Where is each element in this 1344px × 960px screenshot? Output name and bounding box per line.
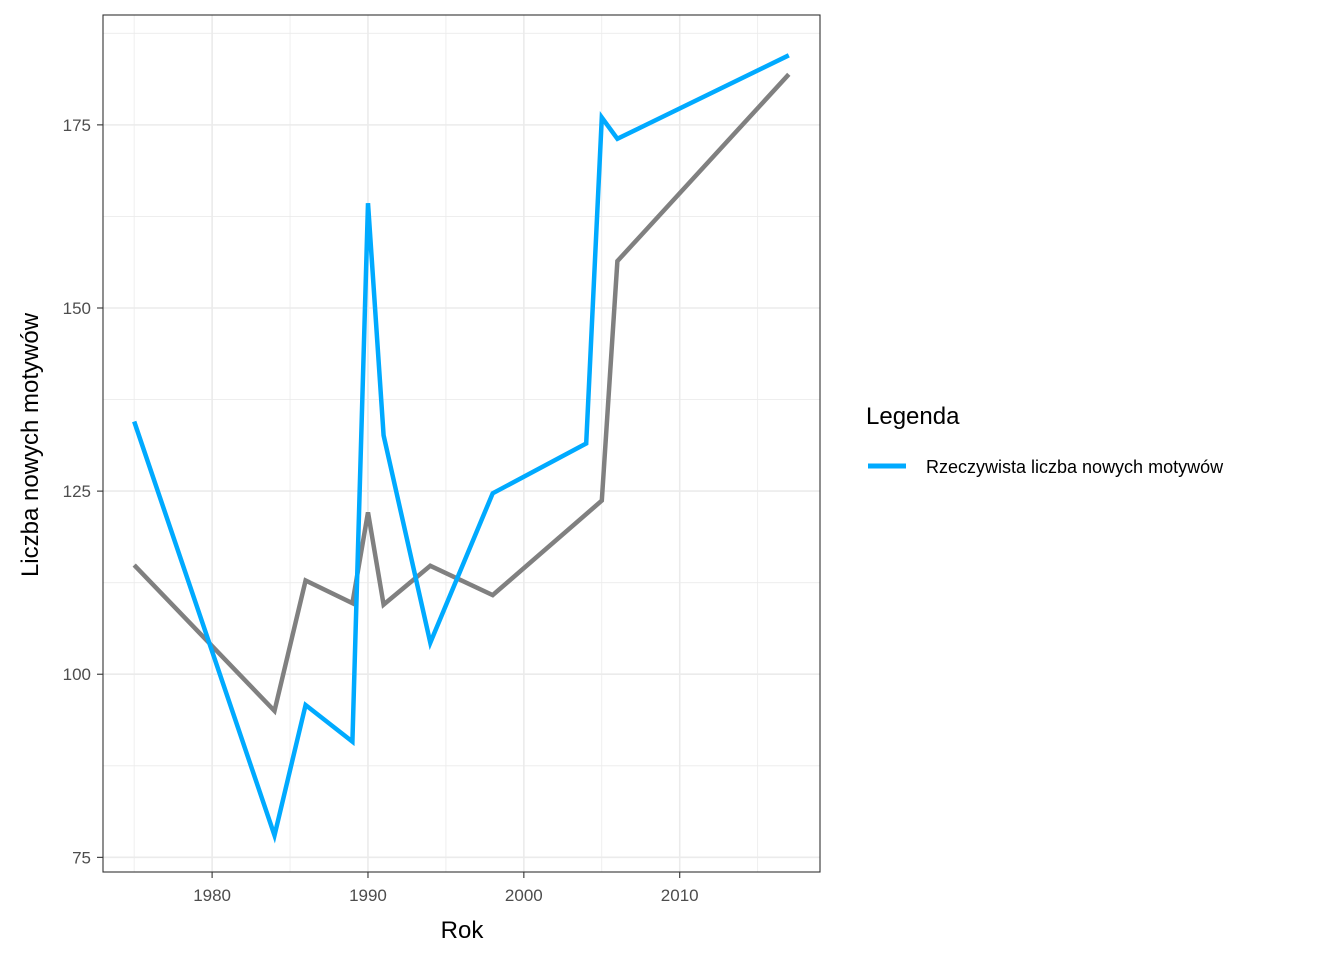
x-axis: 1980 1990 2000 2010 — [193, 872, 699, 905]
legend-entry: Rzeczywista liczba nowych motywów — [868, 457, 1224, 477]
y-axis: 75 100 125 150 175 — [63, 116, 103, 867]
series-line-grey — [132, 72, 791, 716]
legend-title: Legenda — [866, 403, 960, 430]
y-tick-label: 150 — [63, 299, 91, 318]
x-tick-label: 2010 — [661, 886, 699, 905]
y-tick-label: 100 — [63, 665, 91, 684]
legend-entry-label: Rzeczywista liczba nowych motywów — [926, 457, 1224, 477]
series-line-rzeczywista-liczba — [132, 53, 790, 844]
x-tick-label: 1980 — [193, 886, 231, 905]
x-tick-label: 2000 — [505, 886, 543, 905]
y-tick-label: 175 — [63, 116, 91, 135]
major-gridlines — [103, 15, 820, 872]
y-tick-label: 75 — [72, 848, 91, 867]
series-lines — [132, 53, 791, 844]
x-axis-title: Rok — [441, 917, 485, 944]
y-axis-title: Liczba nowych motywów — [17, 312, 44, 577]
legend: Legenda Rzeczywista liczba nowych motywó… — [866, 403, 1224, 477]
y-tick-label: 125 — [63, 482, 91, 501]
plot-panel-border — [102, 14, 821, 873]
minor-gridlines — [103, 15, 820, 872]
x-tick-label: 1990 — [349, 886, 387, 905]
